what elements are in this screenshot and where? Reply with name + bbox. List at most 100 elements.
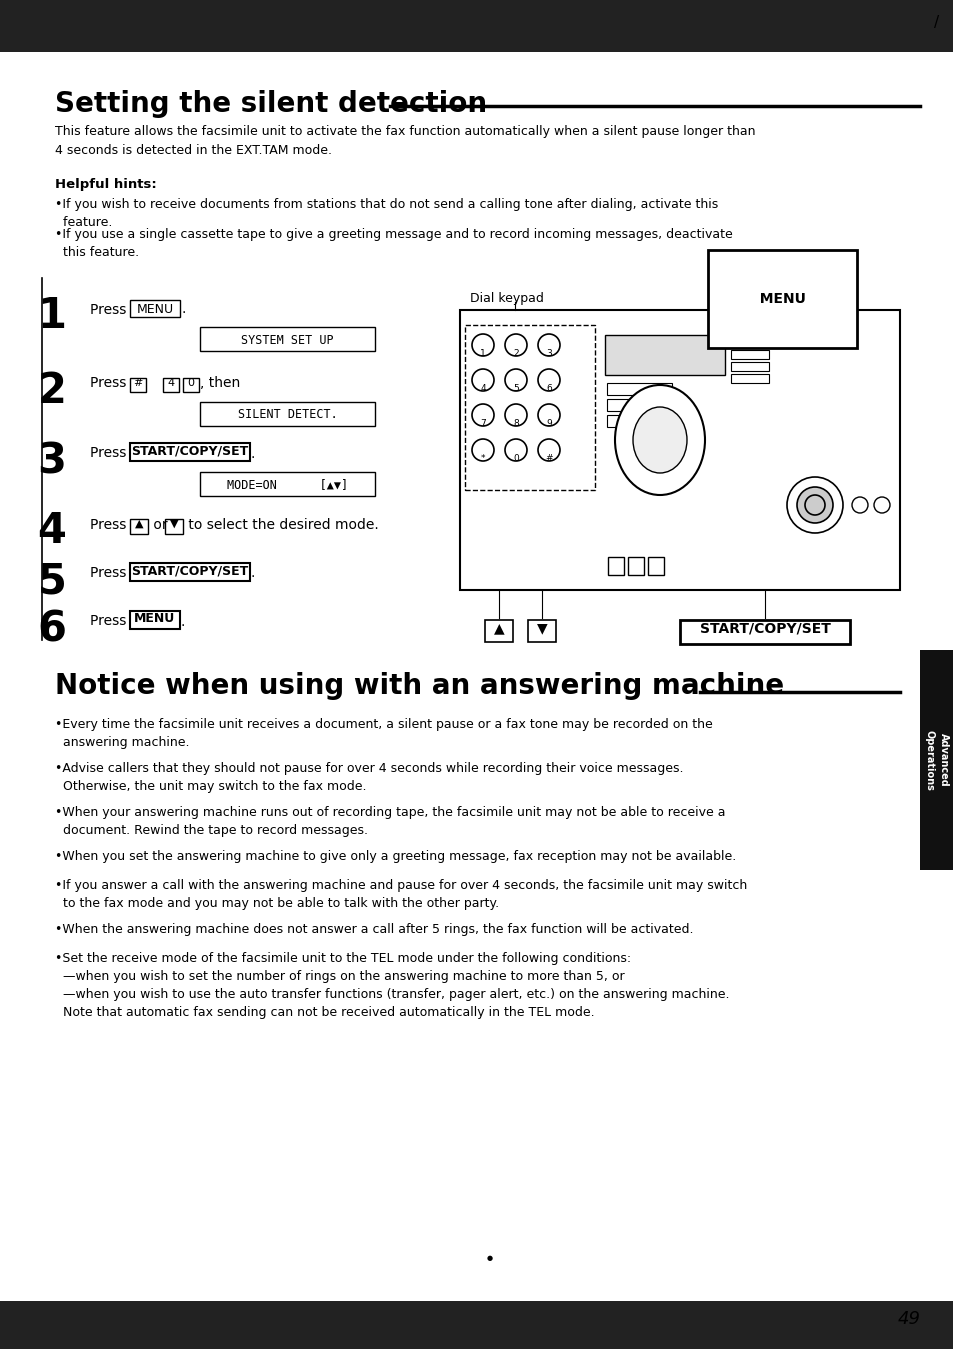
Text: 1: 1 [37,295,67,337]
Text: 3: 3 [37,440,67,482]
Text: ▼: ▼ [170,519,178,529]
FancyBboxPatch shape [200,326,375,351]
Text: •Advise callers that they should not pause for over 4 seconds while recording th: •Advise callers that they should not pau… [55,762,682,793]
Text: 7: 7 [479,420,485,428]
Bar [730,374,768,383]
Text: 49: 49 [897,1310,920,1327]
Text: Press: Press [90,518,131,532]
Text: •Every time the facsimile unit receives a document, a silent pause or a fax tone: •Every time the facsimile unit receives … [55,718,712,749]
Text: *: * [480,455,485,463]
Text: MENU: MENU [134,612,175,625]
Bar [730,349,768,359]
Text: MODE=ON      [▲▼]: MODE=ON [▲▼] [227,479,348,491]
FancyBboxPatch shape [130,611,180,629]
Text: 2: 2 [37,370,67,411]
Text: •When your answering machine runs out of recording tape, the facsimile unit may : •When your answering machine runs out of… [55,805,724,836]
Text: 6: 6 [545,384,551,393]
Text: 0: 0 [513,455,518,463]
Text: SILENT DETECT.: SILENT DETECT. [237,409,337,421]
Text: to select the desired mode.: to select the desired mode. [184,518,378,532]
Text: 5: 5 [37,560,67,602]
Bar [919,650,953,870]
Bar [647,557,663,575]
Text: START/COPY/SET: START/COPY/SET [132,444,249,457]
Text: 2: 2 [513,349,518,357]
Text: Press: Press [90,304,131,317]
Text: 8: 8 [513,420,518,428]
Text: ●: ● [486,1255,493,1261]
FancyBboxPatch shape [183,378,199,393]
Text: Press: Press [90,567,131,580]
Circle shape [796,487,832,523]
Text: 4: 4 [479,384,485,393]
FancyBboxPatch shape [200,472,375,496]
Text: •When the answering machine does not answer a call after 5 rings, the fax functi: •When the answering machine does not ans… [55,923,693,936]
Text: #: # [545,455,552,463]
Text: MENU: MENU [136,304,173,316]
Bar [0,1300,953,1349]
Bar [606,399,671,411]
Text: 4: 4 [168,378,174,389]
Text: •If you wish to receive documents from stations that do not send a calling tone : •If you wish to receive documents from s… [55,198,718,229]
Text: 3: 3 [545,349,551,357]
FancyBboxPatch shape [130,378,146,393]
Circle shape [804,495,824,515]
Bar [730,339,768,347]
Bar [527,621,556,642]
Text: 4: 4 [37,510,67,552]
Ellipse shape [633,407,686,473]
Text: •When you set the answering machine to give only a greeting message, fax recepti: •When you set the answering machine to g… [55,850,736,863]
Text: .: . [182,302,186,316]
Text: 1: 1 [479,349,485,357]
Text: 0: 0 [188,378,194,389]
FancyBboxPatch shape [200,402,375,426]
Text: ▲: ▲ [134,519,143,529]
Text: Notice when using with an answering machine: Notice when using with an answering mach… [55,672,783,700]
FancyBboxPatch shape [130,519,148,534]
Text: This feature allows the facsimile unit to activate the fax function automaticall: This feature allows the facsimile unit t… [55,125,755,156]
Bar [0,0,953,53]
Bar [459,310,899,590]
Bar [730,362,768,371]
Text: Press: Press [90,614,131,629]
Text: Dial keypad: Dial keypad [470,291,543,305]
Bar [484,621,513,642]
Text: START/COPY/SET: START/COPY/SET [699,622,829,635]
Text: #: # [133,378,143,389]
FancyBboxPatch shape [130,299,180,317]
Text: 9: 9 [545,420,551,428]
FancyBboxPatch shape [165,519,183,534]
Text: SYSTEM SET UP: SYSTEM SET UP [241,333,334,347]
Text: ▼: ▼ [537,621,547,635]
FancyBboxPatch shape [130,442,250,461]
Text: , then: , then [200,376,244,390]
Bar [604,335,724,375]
Text: /: / [933,15,939,30]
FancyBboxPatch shape [464,325,595,490]
Text: .: . [181,615,185,629]
Text: MENU: MENU [749,291,815,306]
Bar [627,557,643,575]
Bar [607,557,623,575]
Text: or: or [149,518,172,532]
Text: Advanced
Operations: Advanced Operations [924,730,948,791]
Bar [606,383,671,395]
Bar [679,621,849,643]
Bar [606,415,671,428]
Text: .: . [251,447,255,461]
Ellipse shape [615,384,704,495]
Text: .: . [251,567,255,580]
Text: •If you answer a call with the answering machine and pause for over 4 seconds, t: •If you answer a call with the answering… [55,880,746,911]
FancyBboxPatch shape [163,378,179,393]
Text: 5: 5 [513,384,518,393]
Text: 6: 6 [37,608,67,650]
FancyBboxPatch shape [130,563,250,581]
Text: Setting the silent detection: Setting the silent detection [55,90,487,117]
Text: Press: Press [90,447,131,460]
Text: ▲: ▲ [493,621,504,635]
Text: START/COPY/SET: START/COPY/SET [132,564,249,577]
Text: •If you use a single cassette tape to give a greeting message and to record inco: •If you use a single cassette tape to gi… [55,228,732,259]
Text: Helpful hints:: Helpful hints: [55,178,156,192]
Text: Press: Press [90,376,131,390]
Text: •Set the receive mode of the facsimile unit to the TEL mode under the following : •Set the receive mode of the facsimile u… [55,952,729,1018]
